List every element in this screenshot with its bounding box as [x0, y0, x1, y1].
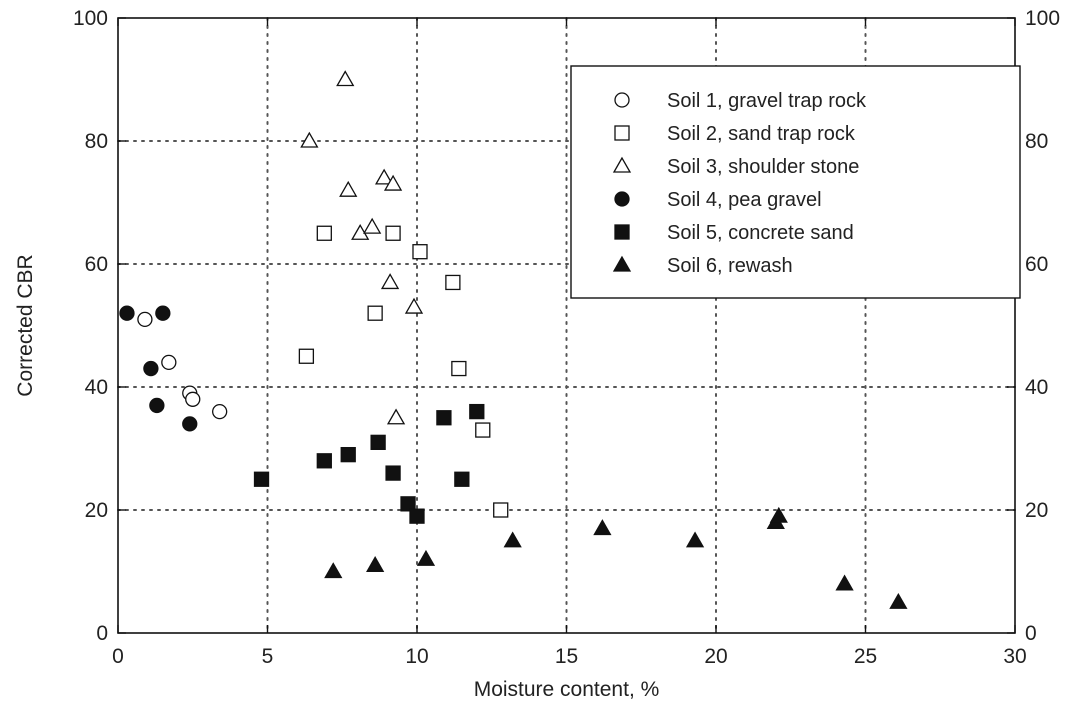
- data-point: [185, 391, 201, 407]
- data-point: [889, 592, 908, 609]
- y-tick-label-right: 100: [1025, 7, 1060, 30]
- legend-item: Soil 6, rewash: [612, 255, 793, 277]
- x-tick-label: 10: [405, 645, 428, 668]
- y-tick-label-right: 80: [1025, 130, 1048, 153]
- x-tick-label: 20: [704, 645, 727, 668]
- y-tick-label: 60: [85, 253, 108, 276]
- data-point: [363, 217, 382, 234]
- data-point: [493, 502, 509, 518]
- y-tick-label: 40: [85, 376, 108, 399]
- data-point: [316, 225, 332, 241]
- data-point: [336, 70, 355, 87]
- legend-item: Soil 3, shoulder stone: [612, 156, 859, 178]
- data-point: [436, 410, 452, 426]
- legend-item: Soil 5, concrete sand: [614, 222, 854, 244]
- legend-item: Soil 4, pea gravel: [614, 189, 822, 211]
- data-point: [469, 403, 485, 420]
- y-tick-label-right: 20: [1025, 499, 1048, 522]
- data-point: [386, 408, 406, 425]
- data-point: [339, 180, 358, 197]
- data-point: [400, 496, 416, 512]
- data-point: [324, 562, 343, 579]
- legend-marker: [614, 92, 630, 108]
- legend-label: Soil 3, shoulder stone: [667, 156, 859, 178]
- legend-marker: [614, 224, 630, 240]
- series-soil-3: [300, 70, 424, 425]
- data-point: [475, 422, 491, 438]
- legend: Soil 1, gravel trap rock Soil 2, sand tra…: [570, 65, 1021, 299]
- data-point: [835, 574, 854, 591]
- data-point: [367, 305, 383, 321]
- data-point: [182, 416, 198, 432]
- data-point: [445, 274, 461, 291]
- legend-marker: [612, 255, 632, 272]
- data-point: [212, 403, 228, 420]
- legend-marker: [614, 191, 630, 207]
- data-point: [593, 519, 612, 536]
- data-point: [253, 471, 270, 487]
- data-point: [412, 244, 428, 260]
- data-point: [298, 348, 315, 364]
- data-point: [340, 446, 356, 463]
- data-point: [149, 397, 165, 414]
- series-soil-2: [298, 225, 509, 518]
- series-soil-1: [137, 311, 228, 420]
- data-point: [454, 471, 470, 487]
- legend-label: Soil 1, gravel trap rock: [667, 90, 867, 112]
- data-point: [385, 465, 401, 481]
- x-tick-label: 30: [1003, 645, 1026, 668]
- legend-item: Soil 1, gravel trap rock: [614, 90, 867, 112]
- y-tick-label: 20: [85, 499, 108, 522]
- y-tick-label: 100: [73, 7, 108, 30]
- data-point: [161, 354, 177, 371]
- data-point: [685, 531, 705, 548]
- data-point: [503, 531, 522, 548]
- y-tick-label: 80: [85, 130, 108, 153]
- legend-item: Soil 2, sand trap rock: [614, 123, 856, 145]
- legend-marker: [612, 156, 632, 173]
- legend-marker: [614, 125, 630, 141]
- data-point: [137, 311, 153, 328]
- data-point: [383, 174, 403, 191]
- data-point: [300, 131, 319, 148]
- data-point: [380, 273, 400, 290]
- data-point: [769, 506, 788, 523]
- legend-box: [570, 65, 1021, 299]
- data-point: [374, 168, 394, 185]
- x-tick-label: 15: [555, 645, 578, 668]
- data-points: [119, 70, 908, 609]
- legend-label: Soil 2, sand trap rock: [667, 123, 856, 145]
- data-point: [370, 434, 386, 451]
- x-tick-label: 5: [262, 645, 274, 668]
- axis-ticks: [117, 17, 1016, 634]
- y-tick-label-right: 60: [1025, 253, 1048, 276]
- data-point: [316, 453, 332, 469]
- series-soil-4: [119, 305, 198, 432]
- y-tick-label: 0: [96, 622, 108, 645]
- data-point: [155, 305, 171, 321]
- data-point: [119, 305, 135, 321]
- y-axis-title: Corrected CBR: [14, 254, 37, 396]
- y-tick-label-right: 40: [1025, 376, 1048, 399]
- legend-label: Soil 4, pea gravel: [667, 189, 822, 211]
- legend-label: Soil 5, concrete sand: [667, 222, 854, 244]
- legend-label: Soil 6, rewash: [667, 255, 793, 277]
- data-point: [451, 360, 467, 377]
- x-axis-title: Moisture content, %: [474, 678, 660, 701]
- y-tick-label-right: 0: [1025, 622, 1037, 645]
- series-soil-6: [324, 506, 908, 609]
- data-point: [409, 508, 425, 524]
- data-point: [143, 360, 159, 377]
- data-point: [404, 297, 424, 314]
- x-tick-label: 0: [112, 645, 124, 668]
- grid: [117, 17, 1016, 634]
- data-point: [416, 549, 436, 566]
- series-soil-5: [253, 403, 485, 524]
- data-point: [366, 556, 385, 572]
- x-tick-label: 25: [854, 645, 877, 668]
- data-point: [385, 225, 401, 241]
